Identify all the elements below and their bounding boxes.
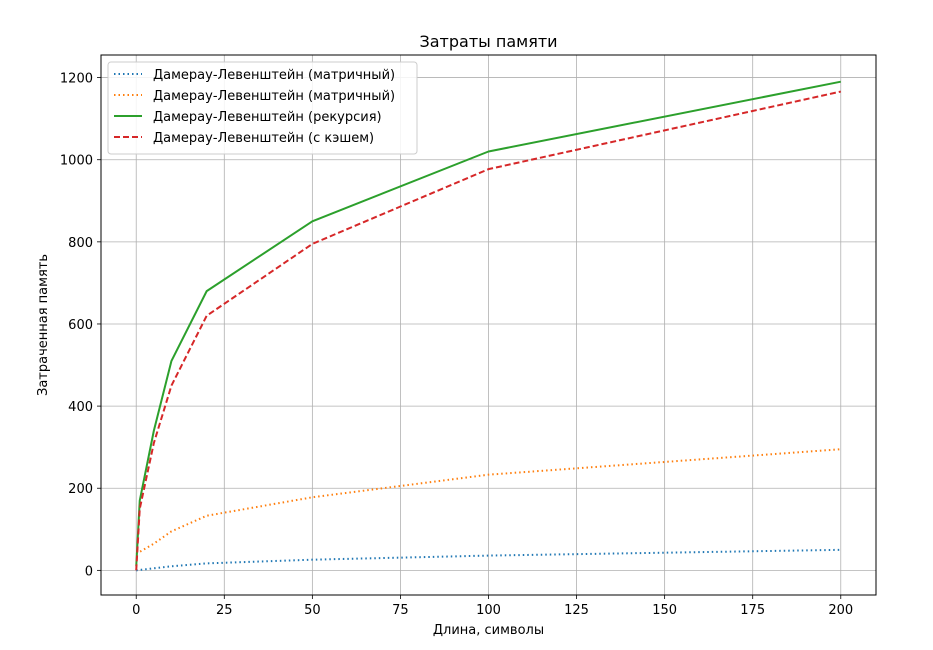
x-axis-label: Длина, символы [433,623,544,638]
x-tick-label: 0 [132,603,140,618]
grid [101,55,876,595]
x-tick-label: 150 [652,603,677,618]
legend-box [107,61,418,155]
y-tick-label: 800 [68,236,93,251]
x-tick-label: 200 [828,603,853,618]
series-line-2 [135,80,841,567]
y-tick-label: 200 [68,482,93,497]
axis-ticks: 0 25 50 75 100 125 150 175 200 0 200 400 600 800 1000 1… [60,72,853,618]
y-tick-label: 1000 [60,154,93,169]
y-tick-label: 600 [68,318,93,333]
y-tick-label: 1200 [60,72,93,87]
y-tick-label: 400 [68,400,93,415]
series-line-3 [135,90,841,571]
x-tick-label: 125 [564,603,589,618]
y-axis-label: Затраченная память [36,254,51,396]
legend-label: Дамерау-Левенштейн (с кэшем) [153,131,374,146]
x-tick-label: 25 [216,603,233,618]
series-line-0 [136,548,841,572]
x-tick-label: 50 [304,603,321,618]
legend-label: Дамерау-Левенштейн (матричный) [153,68,395,83]
x-tick-label: 175 [740,603,765,618]
series-lines [135,80,841,572]
y-tick-label: 0 [85,564,93,579]
legend: Дамерау-Левенштейн (матричный) Дамерау-Ле… [107,61,418,155]
legend-label: Дамерау-Левенштейн (матричный) [153,89,395,104]
x-tick-label: 100 [476,603,501,618]
x-tick-label: 75 [392,603,409,618]
legend-label: Дамерау-Левенштейн (рекурсия) [153,110,382,125]
chart-title: Затраты памяти [419,32,557,51]
